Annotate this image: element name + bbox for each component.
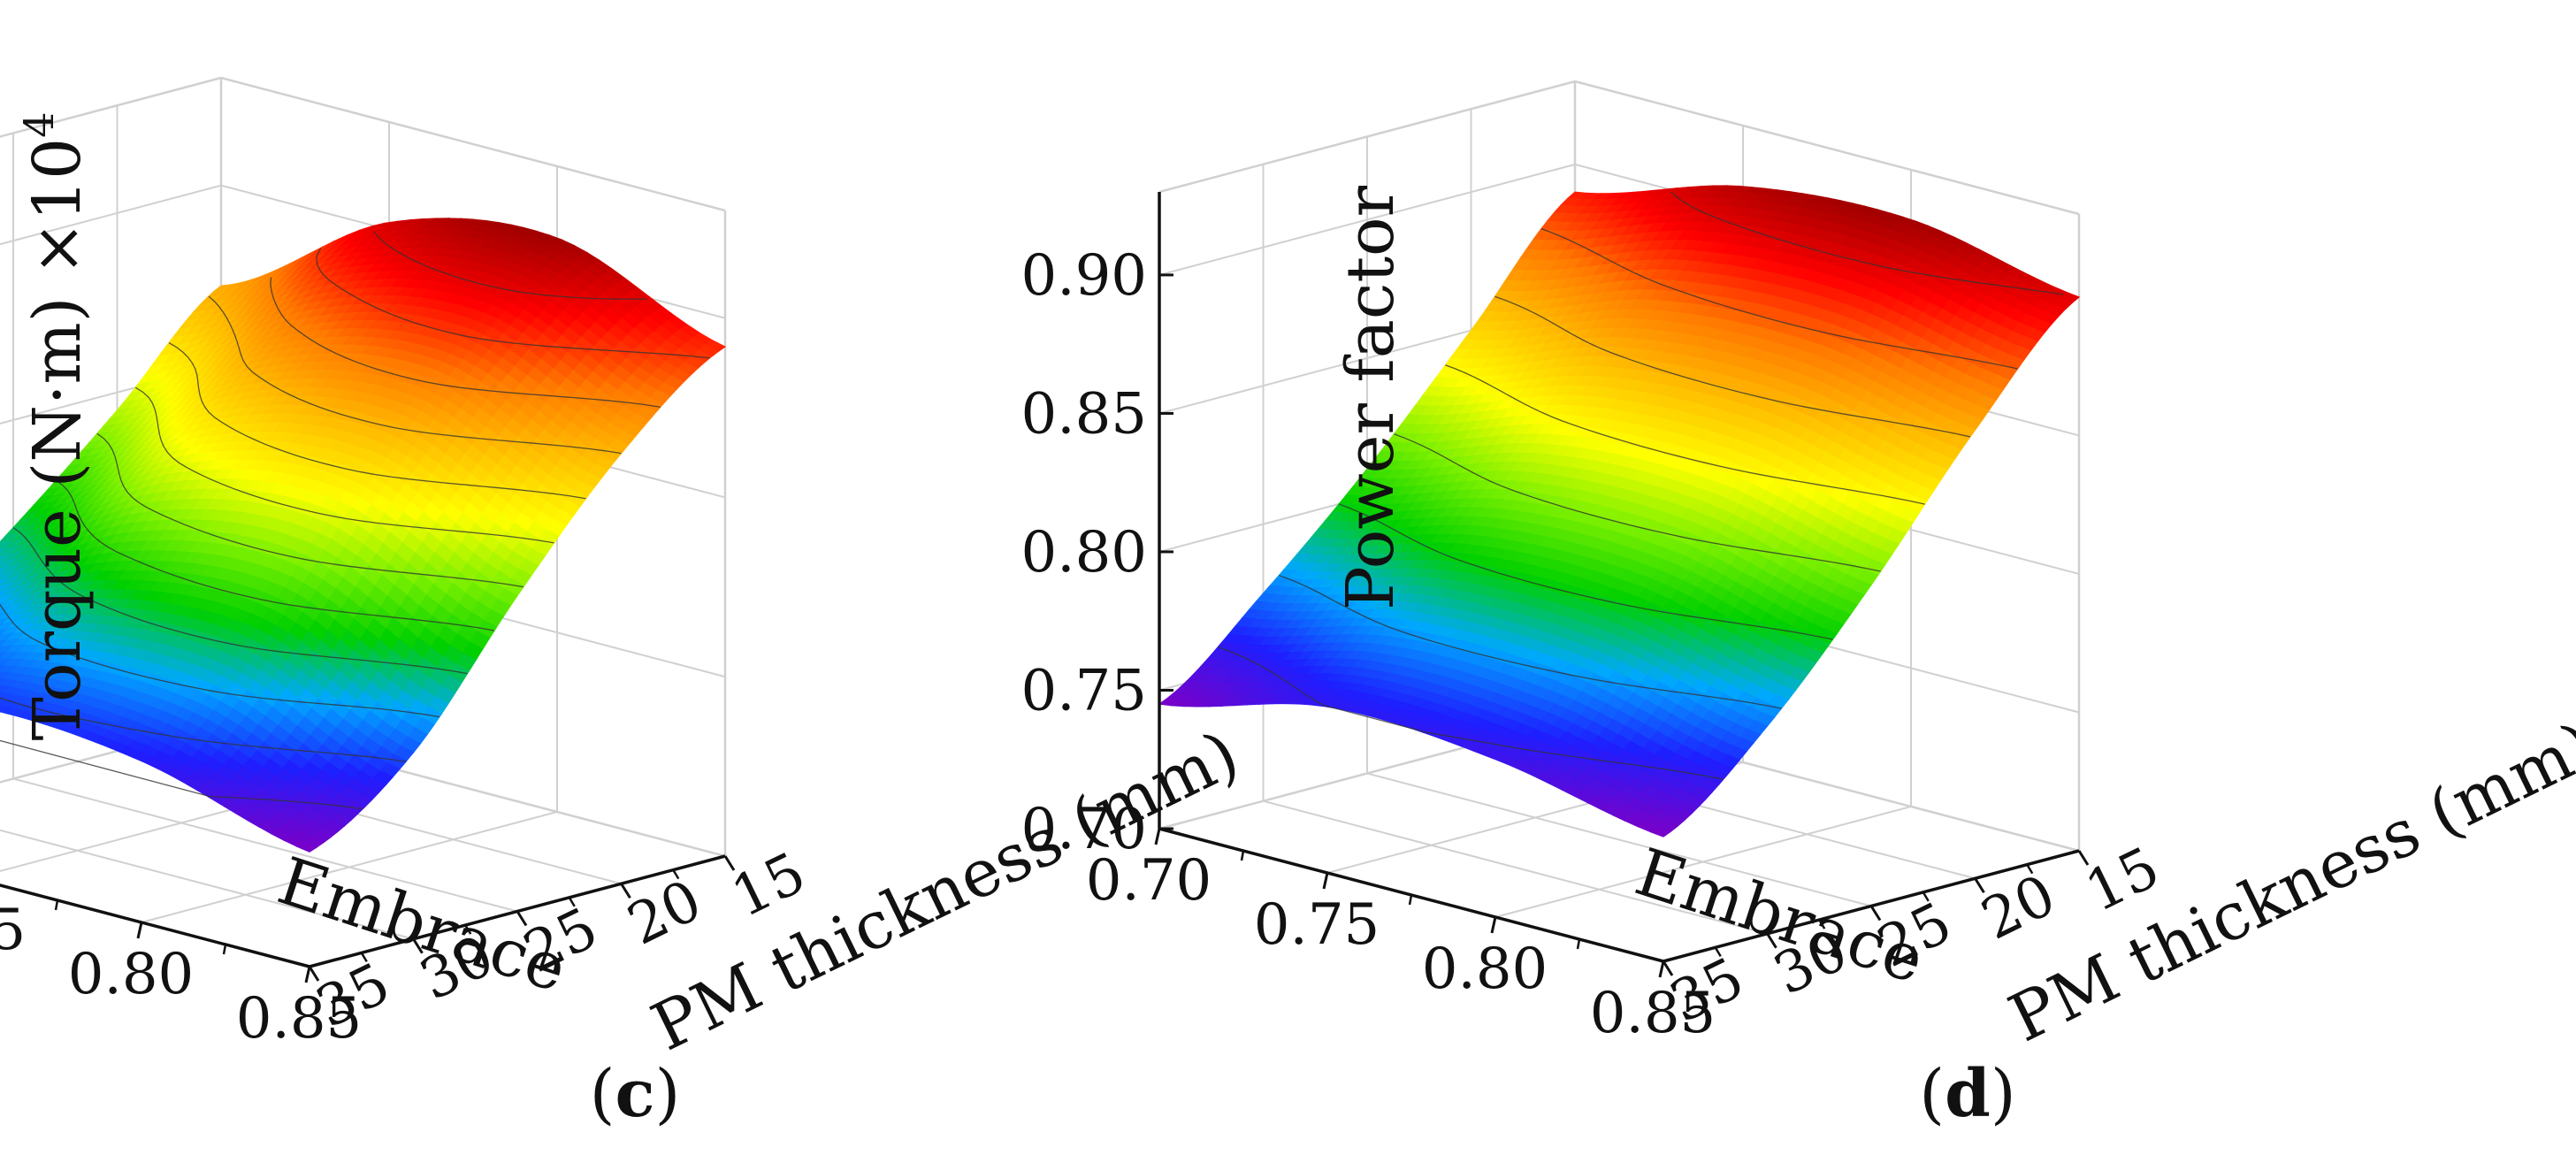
y-tick bbox=[308, 966, 320, 982]
x-tick bbox=[1490, 916, 1497, 934]
contour-line bbox=[134, 386, 554, 544]
x-minor-tick bbox=[1240, 850, 1245, 861]
y-minor-tick bbox=[672, 868, 680, 880]
z-tick-label: 0.85 bbox=[1021, 381, 1148, 447]
contour-line bbox=[373, 231, 647, 300]
y-tick bbox=[412, 937, 424, 954]
panel-c: 6.57.07.58.00.700.750.800.851520253035To… bbox=[0, 76, 1250, 1132]
y-minor-tick bbox=[464, 924, 472, 935]
x-tick-label: 0.80 bbox=[1422, 937, 1548, 1002]
contour-line bbox=[270, 277, 661, 408]
x-tick bbox=[1154, 828, 1161, 845]
surface bbox=[0, 218, 727, 853]
y-minor-tick bbox=[360, 952, 368, 963]
x-minor-tick bbox=[222, 944, 227, 955]
x-tick bbox=[1322, 872, 1329, 890]
panel-d: 0.700.750.800.850.900.700.750.800.851520… bbox=[1021, 80, 2576, 1132]
y-minor-tick bbox=[568, 897, 576, 907]
box-edge bbox=[1158, 80, 1576, 194]
x-minor-tick bbox=[1576, 938, 1581, 950]
x-tick-label: 0.75 bbox=[0, 898, 26, 963]
y-tick bbox=[723, 855, 736, 871]
contour-line bbox=[168, 342, 586, 500]
x-tick bbox=[1658, 960, 1665, 978]
panel-label: (c) bbox=[590, 1056, 681, 1132]
box-edge bbox=[0, 76, 222, 138]
contour-line bbox=[208, 295, 622, 455]
x-tick-label: 0.80 bbox=[68, 942, 195, 1007]
contour-line bbox=[96, 432, 524, 588]
y-tick bbox=[516, 910, 528, 927]
x-tick-label: 0.70 bbox=[1086, 848, 1212, 914]
z-tick-label: 0.80 bbox=[1021, 520, 1148, 585]
contour-line bbox=[56, 479, 495, 631]
contour-line bbox=[12, 527, 468, 675]
y-tick-label: 15 bbox=[722, 840, 816, 930]
surface-cell bbox=[295, 841, 318, 853]
panel-label: (d) bbox=[1919, 1056, 2016, 1132]
x-tick bbox=[304, 966, 311, 983]
surface-cell bbox=[0, 652, 8, 660]
z-axis-title: Torque (N·m) ×104 bbox=[15, 111, 96, 740]
contour-line bbox=[316, 248, 710, 359]
contour-line bbox=[0, 739, 363, 810]
contour-line bbox=[0, 697, 407, 762]
contours bbox=[0, 231, 710, 810]
z-axis-title: Power factor bbox=[1333, 185, 1409, 610]
x-tick bbox=[136, 922, 143, 939]
x-tick-label: 0.75 bbox=[1254, 892, 1380, 958]
z-tick-label: 0.90 bbox=[1021, 243, 1148, 309]
x-tick-label: 0.85 bbox=[236, 986, 363, 1052]
box-edge bbox=[1574, 80, 2080, 216]
contour-line bbox=[0, 603, 440, 718]
z-tick-label: 0.75 bbox=[1021, 658, 1148, 723]
y-tick bbox=[620, 883, 631, 899]
x-minor-tick bbox=[1408, 894, 1413, 906]
box-edge bbox=[220, 76, 726, 212]
x-minor-tick bbox=[54, 899, 59, 911]
surface bbox=[1158, 185, 2081, 838]
